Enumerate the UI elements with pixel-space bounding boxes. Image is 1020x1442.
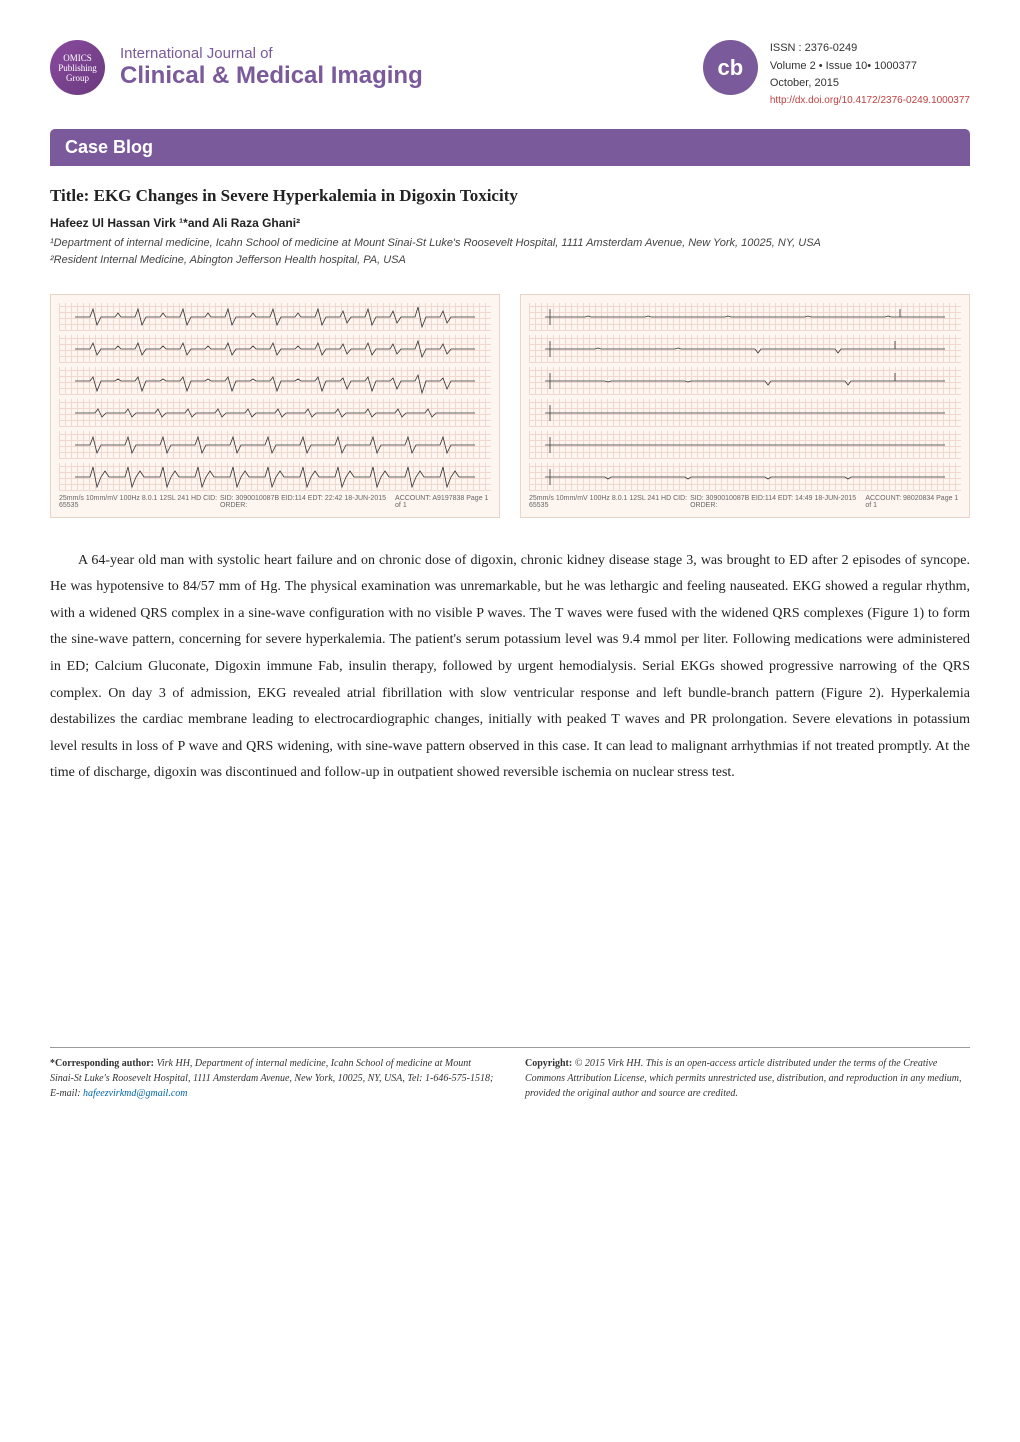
ekg-grid-1 (59, 303, 491, 491)
footer-right: ACCOUNT: 98020834 Page 1 of 1 (865, 495, 961, 509)
ekg-lead (529, 335, 961, 363)
volume: Volume 2 • Issue 10• 1000377 (770, 58, 970, 76)
figure-2: 25mm/s 10mm/mV 100Hz 8.0.1 12SL 241 HD C… (520, 294, 970, 518)
email-link[interactable]: hafeezvirkmd@gmail.com (83, 1088, 187, 1099)
footer-row: *Corresponding author: Virk HH, Departme… (50, 1047, 970, 1101)
affiliation-1: ¹Department of internal medicine, Icahn … (50, 236, 970, 251)
ekg-lead (59, 367, 491, 395)
footer-mid: SID: 3090010087B EID:114 EDT: 14:49 18-J… (690, 495, 865, 509)
ekg-lead (59, 335, 491, 363)
journal-title: Clinical & Medical Imaging (120, 62, 423, 90)
publisher-logo-icon: OMICS Publishing Group (50, 40, 105, 95)
corresponding-label: *Corresponding author: (50, 1058, 154, 1069)
footer-left: 25mm/s 10mm/mV 100Hz 8.0.1 12SL 241 HD C… (59, 495, 220, 509)
ekg-grid-2 (529, 303, 961, 491)
footer-left: 25mm/s 10mm/mV 100Hz 8.0.1 12SL 241 HD C… (529, 495, 690, 509)
issn: ISSN : 2376-0249 (770, 40, 970, 58)
journal-block: OMICS Publishing Group International Jou… (50, 40, 423, 95)
ekg-lead (529, 431, 961, 459)
ekg-lead (59, 431, 491, 459)
figures-row: 25mm/s 10mm/mV 100Hz 8.0.1 12SL 241 HD C… (50, 294, 970, 518)
logo-text: OMICS Publishing Group (50, 53, 105, 83)
journal-title-block: International Journal of Clinical & Medi… (120, 45, 423, 90)
ekg-footer-2: 25mm/s 10mm/mV 100Hz 8.0.1 12SL 241 HD C… (529, 495, 961, 509)
footer-right: ACCOUNT: A9197838 Page 1 of 1 (395, 495, 491, 509)
copyright: Copyright: © 2015 Virk HH. This is an op… (525, 1056, 970, 1101)
cb-text: cb (717, 55, 743, 81)
ekg-lead (529, 463, 961, 491)
figure-1: 25mm/s 10mm/mV 100Hz 8.0.1 12SL 241 HD C… (50, 294, 500, 518)
doi-link[interactable]: http://dx.doi.org/10.4172/2376-0249.1000… (770, 93, 970, 109)
copyright-label: Copyright: (525, 1058, 572, 1069)
article-title: Title: EKG Changes in Severe Hyperkalemi… (50, 186, 970, 206)
ekg-lead (529, 367, 961, 395)
footer-mid: SID: 3090010087B EID:114 EDT: 22:42 18-J… (220, 495, 395, 509)
ekg-lead (59, 399, 491, 427)
ekg-lead (59, 463, 491, 491)
cb-icon: cb (703, 40, 758, 95)
copyright-text: © 2015 Virk HH. This is an open-access a… (525, 1058, 961, 1099)
affiliation-2: ²Resident Internal Medicine, Abington Je… (50, 253, 970, 268)
body-text: A 64-year old man with systolic heart fa… (50, 548, 970, 787)
ekg-lead (529, 399, 961, 427)
meta-block: cb ISSN : 2376-0249 Volume 2 • Issue 10•… (703, 40, 970, 109)
title-label: Title: (50, 186, 89, 205)
title-text: EKG Changes in Severe Hyperkalemia in Di… (94, 186, 518, 205)
ekg-lead (59, 303, 491, 331)
section-bar: Case Blog (50, 129, 970, 166)
header-row: OMICS Publishing Group International Jou… (50, 40, 970, 109)
journal-subtitle: International Journal of (120, 45, 423, 62)
ekg-lead (529, 303, 961, 331)
corresponding-author: *Corresponding author: Virk HH, Departme… (50, 1056, 495, 1101)
authors: Hafeez Ul Hassan Virk ¹*and Ali Raza Gha… (50, 216, 970, 230)
meta-text: ISSN : 2376-0249 Volume 2 • Issue 10• 10… (770, 40, 970, 109)
ekg-footer-1: 25mm/s 10mm/mV 100Hz 8.0.1 12SL 241 HD C… (59, 495, 491, 509)
date: October, 2015 (770, 75, 970, 93)
